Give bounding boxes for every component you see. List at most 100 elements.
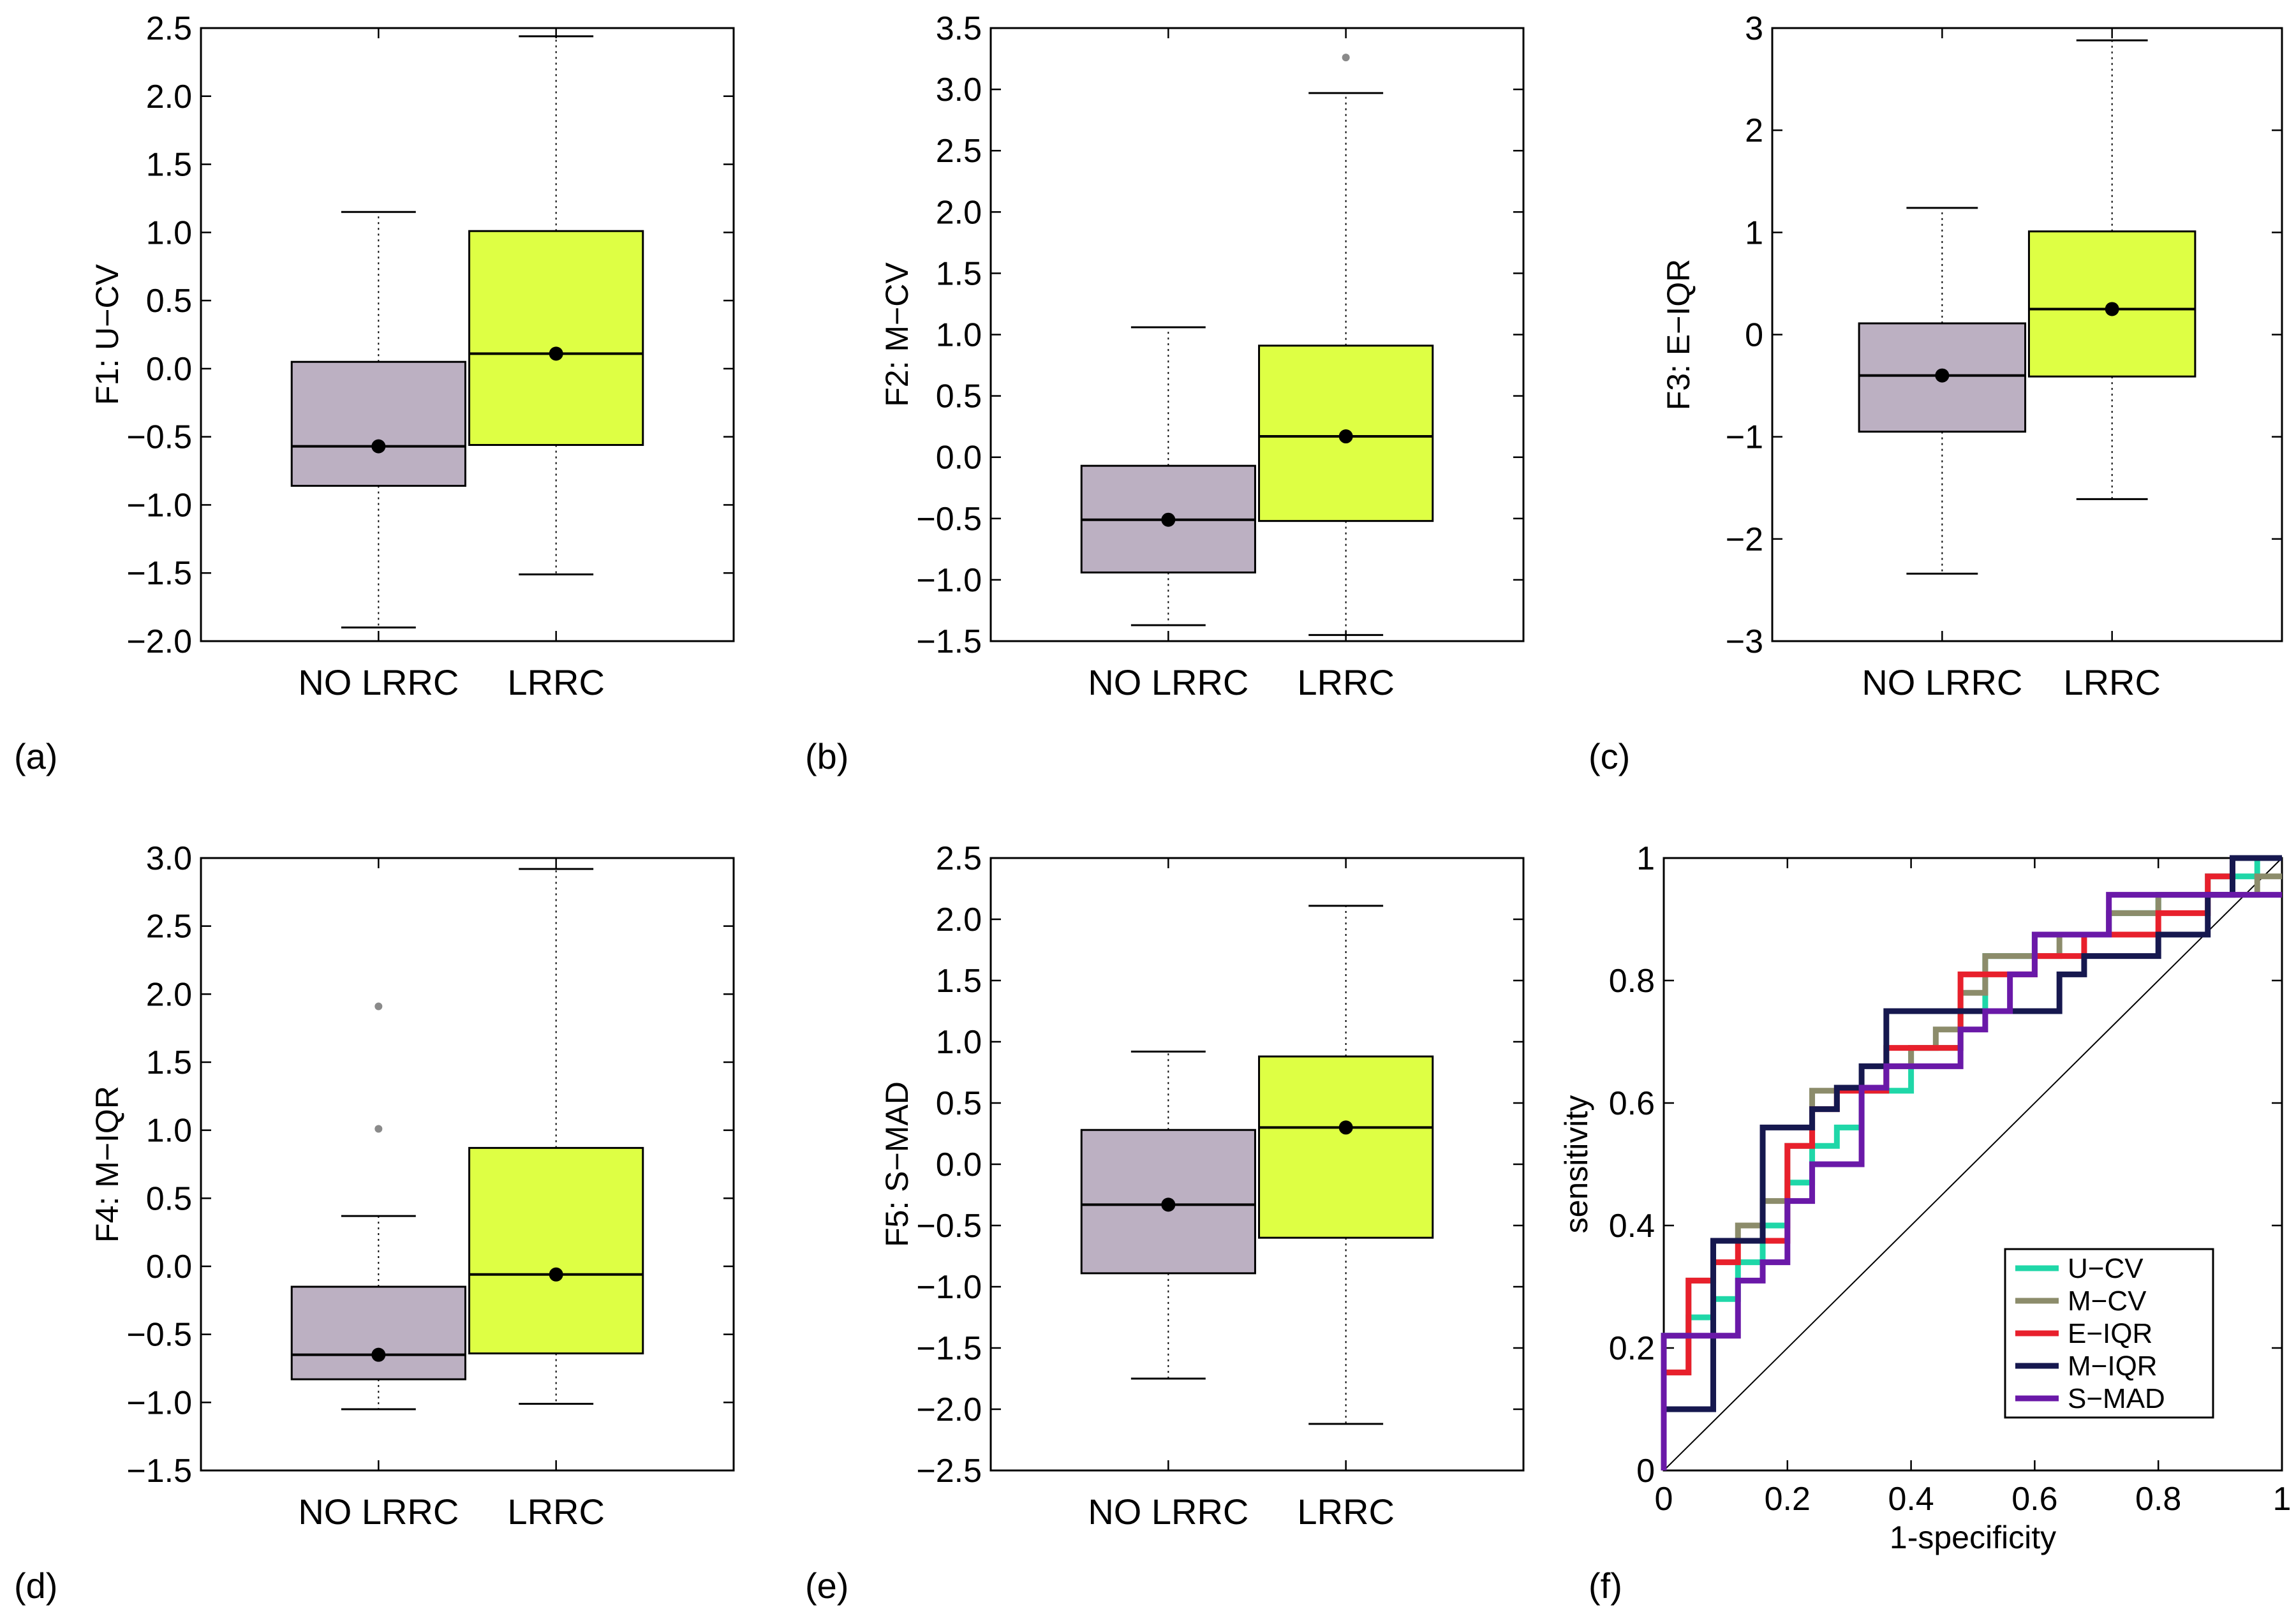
iqr-box (1259, 1056, 1433, 1238)
y-tick-label: 2.5 (936, 133, 982, 170)
y-tick-label: 2.0 (146, 78, 192, 115)
x-category-label: LRRC (507, 662, 604, 702)
y-tick-label: −0.5 (126, 419, 192, 456)
y-tick-label: 0 (1745, 317, 1763, 354)
panel-label: (a) (14, 736, 57, 776)
outlier-point (1342, 54, 1350, 61)
y-axis-label: F5: S−MAD (879, 1081, 915, 1247)
x-tick-label: 0.2 (1765, 1481, 1811, 1518)
box-lrrc: LRRC (1259, 28, 1433, 702)
legend-label: E−IQR (2068, 1318, 2152, 1349)
mean-marker (371, 1348, 385, 1362)
boxplot-panel-3: −1.5 −1.0 −0.5 0.0 0.5 1.0 1.5 2.0 2.5 3.0 NO LRRC… (14, 840, 734, 1606)
y-tick-label: 2 (1745, 112, 1763, 149)
y-tick-label: 1.5 (146, 1044, 192, 1081)
panel-label: (c) (1589, 736, 1630, 776)
y-tick-label: 0.0 (146, 1248, 192, 1285)
x-category-label: NO LRRC (1088, 1492, 1248, 1532)
box-no-lrrc: NO LRRC (1081, 858, 1255, 1532)
iqr-box (470, 1148, 643, 1353)
y-tick-label: −0.5 (916, 501, 982, 538)
legend-label: M−CV (2068, 1285, 2147, 1317)
y-tick-label: 0.0 (936, 1146, 982, 1183)
y-axis-label: F4: M−IQR (89, 1086, 125, 1243)
plot-frame (201, 858, 734, 1470)
mean-marker (1161, 513, 1175, 527)
roc-panel: 0 0.2 0.4 0.6 0.8 1 0 0.2 0.4 0.6 0.8 1 U−CVM−CVE−IQ… (1559, 840, 2291, 1606)
figure-canvas: −2.0−1.5−1.0−0.50.00.51.01.52.02.5NO LRR… (0, 0, 2296, 1614)
box-no-lrrc: NO LRRC (1859, 28, 2025, 702)
y-tick-label: −1.0 (916, 1269, 982, 1306)
iqr-box (292, 1287, 465, 1379)
x-category-label: NO LRRC (1862, 662, 2022, 702)
x-axis-label: 1-specificity (1890, 1520, 2056, 1555)
y-tick-label: 1.5 (936, 255, 982, 292)
y-tick-label: −2.0 (126, 623, 192, 660)
x-category-label: NO LRRC (298, 1492, 459, 1532)
outlier-point (374, 1003, 382, 1011)
y-tick-label: 1 (1745, 214, 1763, 251)
x-category-label: LRRC (2063, 662, 2160, 702)
legend-label: M−IQR (2068, 1351, 2158, 1382)
mean-marker (1161, 1197, 1175, 1211)
plot-frame (201, 28, 734, 641)
panel-label: (b) (805, 736, 848, 776)
y-tick-label: −0.5 (916, 1208, 982, 1245)
x-category-label: NO LRRC (298, 662, 459, 702)
y-tick-label: −0.5 (126, 1317, 192, 1354)
y-tick-label: 2.5 (936, 840, 982, 877)
panel-label: (e) (805, 1566, 848, 1606)
y-tick-label: 2.0 (936, 901, 982, 938)
mean-marker (2105, 302, 2119, 316)
iqr-box (470, 231, 643, 445)
y-tick-label: 1.5 (146, 147, 192, 184)
y-tick-label: −1.5 (126, 555, 192, 592)
y-tick-label: −2.5 (916, 1453, 982, 1490)
legend-label: S−MAD (2068, 1383, 2165, 1414)
y-tick-label: 1.0 (936, 1024, 982, 1061)
y-axis-label: F2: M−CV (879, 262, 915, 407)
x-category-label: LRRC (1297, 1492, 1394, 1532)
y-tick-label: 1.0 (146, 1113, 192, 1150)
plot-frame (991, 858, 1523, 1470)
y-tick-label: −1.5 (126, 1453, 192, 1490)
y-axis-label: sensitivity (1559, 1095, 1594, 1234)
boxplot-panel-4: −2.5 −2.0 −1.5 −1.0 −0.5 0.0 0.5 1.0 1.5 2.0 2.5 NO… (805, 840, 1523, 1606)
y-tick-label: 0 (1636, 1453, 1655, 1490)
y-tick-label: −1.0 (126, 487, 192, 524)
plot-frame (991, 28, 1523, 641)
box-no-lrrc: NO LRRC (1081, 28, 1255, 702)
panel-label: (d) (14, 1566, 57, 1606)
box-lrrc: LRRC (470, 858, 643, 1532)
x-tick-label: 0 (1655, 1481, 1673, 1518)
x-tick-label: 0.4 (1888, 1481, 1934, 1518)
y-tick-label: −3 (1726, 623, 1763, 660)
y-tick-label: −1 (1726, 419, 1763, 456)
y-tick-label: −2.0 (916, 1391, 982, 1428)
mean-marker (549, 346, 563, 360)
y-tick-label: 0.4 (1609, 1208, 1655, 1245)
y-tick-label: 3.0 (146, 840, 192, 877)
outlier-point (374, 1125, 382, 1133)
mean-marker (1339, 429, 1353, 443)
boxplot-panel-2: −3 −2 −1 0 1 2 3 NO LRRC LRRC F3: E−IQR (c) (1589, 10, 2282, 776)
boxplot-panel-0: −2.0 −1.5 −1.0 −0.5 0.0 0.5 1.0 1.5 2.0 2.5 NO LRR… (14, 10, 734, 776)
x-tick-label: 0.8 (2135, 1481, 2181, 1518)
y-tick-label: 2.0 (936, 194, 982, 231)
y-tick-label: 3 (1745, 10, 1763, 47)
panel-label: (f) (1589, 1566, 1622, 1606)
y-tick-label: 0.0 (936, 440, 982, 477)
y-tick-label: −1.0 (916, 562, 982, 599)
y-tick-label: 1 (1636, 840, 1655, 877)
box-lrrc: LRRC (470, 28, 643, 702)
iqr-box (292, 362, 465, 485)
y-axis-label: F1: U−CV (89, 263, 125, 405)
boxplot-panel-1: −1.5 −1.0 −0.5 0.0 0.5 1.0 1.5 2.0 2.5 3.0 3.5 NO L… (805, 10, 1523, 776)
y-axis-label: F3: E−IQR (1661, 259, 1696, 411)
x-category-label: NO LRRC (1088, 662, 1248, 702)
y-tick-label: 2.5 (146, 10, 192, 47)
y-tick-label: 0.0 (146, 351, 192, 388)
box-no-lrrc: NO LRRC (292, 28, 465, 702)
legend-label: U−CV (2068, 1253, 2144, 1284)
